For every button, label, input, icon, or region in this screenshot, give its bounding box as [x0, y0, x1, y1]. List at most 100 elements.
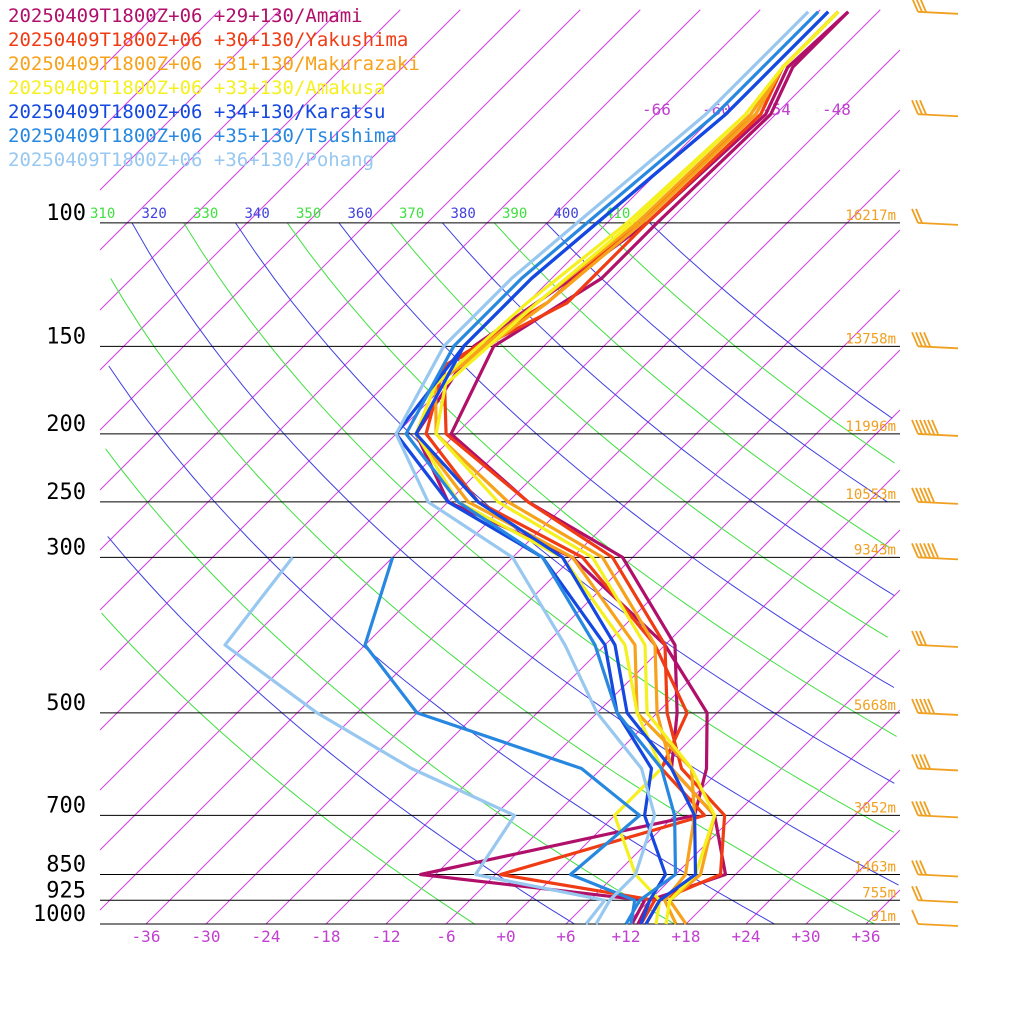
height-label: 5668m: [854, 698, 896, 714]
theta-line: [105, 448, 675, 925]
height-label: 1463m: [854, 860, 896, 876]
height-label: 755m: [862, 885, 896, 901]
wind-barb: [911, 698, 959, 716]
theta-line: [235, 222, 895, 784]
wind-barb: [911, 487, 959, 505]
theta-label: 350: [296, 206, 321, 222]
isotherm-line: [685, 709, 901, 925]
theta-line: [101, 612, 475, 925]
series-dewpoint-line: [223, 556, 607, 925]
isotherm-line: [99, 9, 281, 191]
isotherm-line: [99, 109, 901, 911]
theta-labels: 310 320 330 340 350 360 370 380 390 400 410: [90, 206, 630, 222]
theta-label: 390: [502, 206, 527, 222]
height-label: 91m: [871, 909, 896, 925]
isotherm-line: [385, 409, 901, 925]
theta-label: 380: [451, 206, 476, 222]
legend-entry: 20250409T1800Z+06 +35+130/Tsushima: [8, 125, 397, 147]
isotherm-line: [99, 9, 521, 431]
pressure-tick-label: 850: [46, 853, 86, 878]
height-label: 3052m: [854, 800, 896, 816]
theta-label: 360: [348, 206, 373, 222]
chart-legend: 20250409T1800Z+06 +29+130/Amami 20250409…: [8, 4, 420, 172]
isotherm-line: [265, 289, 901, 925]
isotherm-line: [565, 589, 901, 925]
isotherm-line: [99, 9, 701, 611]
legend-entry: 20250409T1800Z+06 +34+130/Karatsu: [8, 101, 386, 123]
temperature-tick-label: +6: [556, 927, 575, 946]
theta-label: 320: [142, 206, 167, 222]
wind-barb: [911, 0, 959, 15]
temperature-tick-labels: -36 -30 -24 -18 -12 -6 +0 +6 +12 +18 +24 +30 +36 -66 -…: [132, 100, 881, 946]
legend-entry: 20250409T1800Z+06 +31+130/Makurazaki: [8, 53, 420, 75]
isobar-lines: [100, 222, 900, 925]
series-temperature-line: [434, 10, 840, 925]
wind-barb: [911, 860, 959, 878]
isotherm-line: [99, 9, 221, 131]
isotherm-line: [99, 9, 461, 371]
wind-barb: [911, 208, 959, 226]
isotherm-line: [745, 769, 901, 925]
theta-line: [649, 222, 893, 419]
height-label: 13758m: [845, 331, 896, 347]
temperature-tick-label: -12: [372, 927, 401, 946]
wind-barb: [911, 801, 959, 819]
pressure-tick-label: 1000: [33, 902, 86, 927]
theta-line: [545, 222, 888, 503]
isotherm-line: [99, 9, 641, 551]
series-dewpoint-line: [414, 10, 840, 925]
theta-line: [110, 278, 875, 925]
legend-entry: 20250409T1800Z+06 +30+130/Yakushima: [8, 29, 409, 51]
series-temperature-line: [449, 10, 850, 925]
wind-barb: [911, 99, 959, 118]
isotherm-line: [99, 9, 401, 311]
theta-line: [493, 222, 889, 548]
wind-barb: [911, 885, 959, 904]
theta-label: 400: [554, 206, 579, 222]
temperature-tick-label: +36: [852, 927, 881, 946]
sounding-series: [223, 10, 850, 925]
isotherm-line: [505, 529, 901, 925]
temperature-tick-label: +12: [612, 927, 641, 946]
series-temperature-line: [434, 10, 840, 925]
series-temperature-line: [394, 10, 810, 925]
pressure-tick-label: 200: [46, 412, 86, 437]
height-label: 11996m: [845, 419, 896, 435]
isotherm-line: [99, 9, 161, 71]
temperature-tick-label: -36: [132, 927, 161, 946]
legend-entry: 20250409T1800Z+06 +29+130/Amami: [8, 5, 363, 27]
isotherm-line: [99, 9, 881, 791]
pressure-tick-label: 700: [46, 793, 86, 818]
wind-barb: [911, 754, 959, 772]
temperature-tick-label: +30: [792, 927, 821, 946]
wind-barb: [911, 419, 959, 437]
height-label: 9343m: [854, 542, 896, 558]
pressure-tick-label: 300: [46, 535, 86, 560]
isotherm-line: [325, 349, 901, 925]
pressure-tick-label: 100: [46, 201, 86, 226]
series-temperature-line: [442, 10, 840, 925]
temperature-tick-label: -66: [642, 100, 671, 119]
wind-barbs: [911, 0, 959, 927]
legend-entry: 20250409T1800Z+06 +36+130/Pohang: [8, 149, 375, 171]
series-dewpoint-line: [363, 556, 642, 925]
temperature-tick-label: +24: [732, 927, 761, 946]
isotherm-line: [445, 469, 901, 925]
theta-label: 340: [245, 206, 270, 222]
height-label: 16217m: [845, 208, 896, 224]
wind-barb: [911, 630, 959, 648]
theta-label: 370: [399, 206, 424, 222]
pressure-tick-label: 500: [46, 691, 86, 716]
isotherm-line: [99, 9, 581, 491]
series-dewpoint-line: [414, 10, 850, 925]
pressure-tick-label: 150: [46, 324, 86, 349]
temperature-tick-label: -6: [436, 927, 455, 946]
theta-label: 310: [90, 206, 115, 222]
temperature-tick-label: -48: [822, 100, 851, 119]
theta-line: [131, 222, 899, 886]
series-temperature-line: [404, 10, 820, 925]
isotherm-line: [865, 889, 901, 925]
temperature-tick-label: +0: [496, 927, 515, 946]
